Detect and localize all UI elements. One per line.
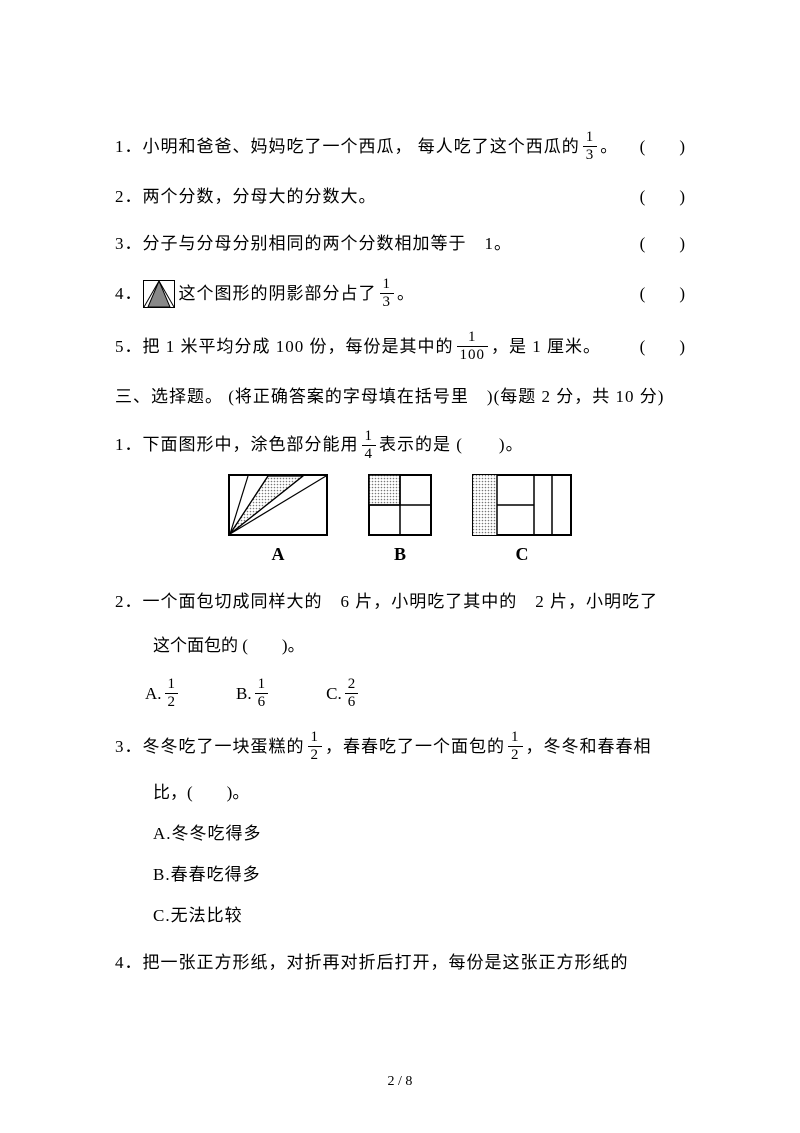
figure-a: A <box>228 474 328 569</box>
tf-q3: 3．分子与分母分别相同的两个分数相加等于 1。 ( ) <box>115 230 685 257</box>
answer-paren[interactable]: ( ) <box>640 133 685 160</box>
mc-q3-text-a: 3．冬冬吃了一块蛋糕的 <box>115 733 305 760</box>
tf-q5-text-a: 5．把 1 米平均分成 100 份，每份是其中的 <box>115 333 454 360</box>
answer-paren[interactable]: ( ) <box>640 333 685 360</box>
mc-q2-options: A. 12 B. 16 C. 26 <box>145 677 685 710</box>
mc-q4-text: 4．把一张正方形纸，对折再对折后打开，每份是这张正方形纸的 <box>115 949 685 976</box>
page-footer: 2 / 8 <box>0 1071 800 1093</box>
section-3-header: 三、选择题。 (将正确答案的字母填在括号里 )(每题 2 分，共 10 分) <box>115 383 685 410</box>
mc-q3-option-a[interactable]: A.冬冬吃得多 <box>153 820 685 847</box>
fraction: 1 3 <box>380 277 395 310</box>
mc-q3-option-b[interactable]: B.春春吃得多 <box>153 861 685 888</box>
fraction: 1 4 <box>362 429 377 462</box>
tf-q2-text: 2．两个分数，分母大的分数大。 <box>115 183 377 210</box>
tf-q4-text-b: 这个图形的阴影部分占了 <box>179 280 377 307</box>
mc-q1: 1．下面图形中，涂色部分能用 1 4 表示的是 ( )。 <box>115 429 685 569</box>
fraction: 1 3 <box>583 130 598 163</box>
figure-c-label: C <box>516 540 529 569</box>
mc-q2-option-b[interactable]: B. 16 <box>236 677 271 710</box>
mc-q3-options: A.冬冬吃得多 B.春春吃得多 C.无法比较 <box>153 820 685 930</box>
tf-q5: 5．把 1 米平均分成 100 份，每份是其中的 1 100 ，是 1 厘米。 … <box>115 330 685 363</box>
mc-q3-text-c: ，冬冬和春春相 <box>526 733 652 760</box>
mc-q1-figures: A B <box>115 474 685 569</box>
figure-b-label: B <box>394 540 406 569</box>
mc-q2-option-c[interactable]: C. 26 <box>326 677 361 710</box>
mc-q2-option-a[interactable]: A. 12 <box>145 677 181 710</box>
mc-q2-text-a: 2．一个面包切成同样大的 6 片，小明吃了其中的 2 片，小明吃了 <box>115 588 685 615</box>
tf-q4: 4． 这个图形的阴影部分占了 1 3 。 ( ) <box>115 277 685 310</box>
mc-q1-text-b: 表示的是 ( )。 <box>379 431 524 458</box>
tf-q4-text-c: 。 <box>397 280 415 307</box>
fraction: 1 100 <box>457 330 489 363</box>
tf-q1-text-a: 1．小明和爸爸、妈妈吃了一个西瓜， 每人吃了这个西瓜的 <box>115 133 580 160</box>
mc-q2: 2．一个面包切成同样大的 6 片，小明吃了其中的 2 片，小明吃了 这个面包的 … <box>115 588 685 709</box>
mc-q3-text-b: ，春春吃了一个面包的 <box>325 733 505 760</box>
figure-a-label: A <box>272 540 285 569</box>
tf-q1: 1．小明和爸爸、妈妈吃了一个西瓜， 每人吃了这个西瓜的 1 3 。 ( ) <box>115 130 685 163</box>
mc-q3-text-d: 比，( )。 <box>153 779 685 806</box>
tf-q1-text-b: 。 <box>600 133 618 160</box>
tf-q3-text: 3．分子与分母分别相同的两个分数相加等于 1。 <box>115 230 512 257</box>
mc-q1-text-a: 1．下面图形中，涂色部分能用 <box>115 431 359 458</box>
tf-q2: 2．两个分数，分母大的分数大。 ( ) <box>115 183 685 210</box>
mc-q3: 3．冬冬吃了一块蛋糕的 12 ，春春吃了一个面包的 12 ，冬冬和春春相 比，(… <box>115 730 685 930</box>
tf-q4-text-a: 4． <box>115 280 143 307</box>
mc-q3-option-c[interactable]: C.无法比较 <box>153 902 685 929</box>
figure-b: B <box>368 474 432 569</box>
mc-q4: 4．把一张正方形纸，对折再对折后打开，每份是这张正方形纸的 <box>115 949 685 976</box>
answer-paren[interactable]: ( ) <box>640 230 685 257</box>
answer-paren[interactable]: ( ) <box>640 280 685 307</box>
worksheet-page: 1．小明和爸爸、妈妈吃了一个西瓜， 每人吃了这个西瓜的 1 3 。 ( ) 2．… <box>0 0 800 1133</box>
figure-c: C <box>472 474 572 569</box>
triangle-figure <box>143 280 175 308</box>
mc-q2-text-b: 这个面包的 ( )。 <box>153 632 685 659</box>
tf-q5-text-b: ，是 1 厘米。 <box>491 333 601 360</box>
answer-paren[interactable]: ( ) <box>640 183 685 210</box>
